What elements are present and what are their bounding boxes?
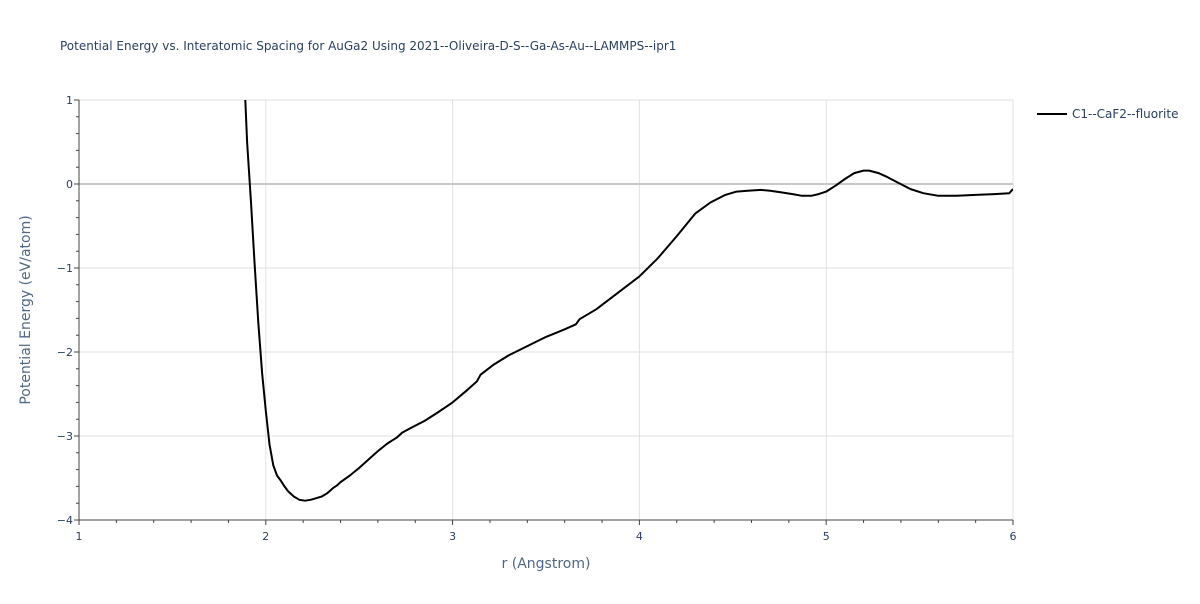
x-tick-label: 4 xyxy=(636,530,643,543)
x-tick-label: 6 xyxy=(1010,530,1017,543)
legend: C1--CaF2--fluorite xyxy=(1037,107,1178,121)
y-axis-title: Potential Energy (eV/atom) xyxy=(18,215,34,404)
y-tick-label: 0 xyxy=(66,178,73,191)
legend-label: C1--CaF2--fluorite xyxy=(1072,107,1178,121)
x-tick-label: 1 xyxy=(76,530,83,543)
x-tick-label: 2 xyxy=(262,530,269,543)
axes xyxy=(74,99,1014,525)
x-tick-label: 5 xyxy=(823,530,830,543)
series-line xyxy=(244,100,1013,502)
y-tick-label: −4 xyxy=(57,514,73,527)
y-tick-label: −1 xyxy=(57,262,73,275)
chart-title: Potential Energy vs. Interatomic Spacing… xyxy=(60,39,676,53)
grid-lines xyxy=(79,99,1014,520)
y-tick-label: 1 xyxy=(66,94,73,107)
y-tick-label: −3 xyxy=(57,430,73,443)
series-lines xyxy=(244,100,1013,502)
x-tick-label: 3 xyxy=(449,530,456,543)
y-tick-label: −2 xyxy=(57,346,73,359)
x-axis-title: r (Angstrom) xyxy=(502,556,591,572)
tick-labels: 1 2 3 4 5 6 1 0 −1 −2 −3 −4 xyxy=(57,94,1017,543)
